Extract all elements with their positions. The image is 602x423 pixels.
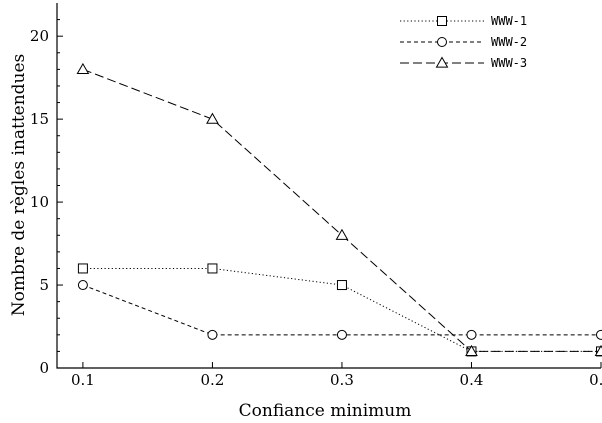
data-point-www-2-3 [466,329,477,340]
data-point-www-2-4 [596,329,602,340]
y-axis-label: Nombre de règles inattendues [9,54,29,317]
legend-marker-www-1 [437,16,447,26]
y-tick-label-2: 10 [30,193,49,211]
legend-label-www-1: WWW-1 [491,14,527,28]
series-www-1 [77,263,602,357]
data-point-www-2-1 [207,329,218,340]
x-tick-label-4: 0.5 [589,371,602,389]
series-line-www-2 [82,284,601,336]
legend-label-www-3: WWW-3 [491,56,527,70]
data-point-www-2-0 [77,280,88,291]
data-point-www-1-0 [77,263,88,274]
x-axis-label: Confiance minimum [239,401,412,421]
y-tick-label-1: 5 [39,276,49,294]
y-tick-label-3: 15 [30,110,49,128]
series-line-www-3 [82,68,601,352]
data-point-www-1-1 [207,263,218,274]
legend-item-www-1: WWW-1 [400,14,527,28]
series-group [76,62,602,357]
x-tick-label-3: 0.4 [460,371,484,389]
data-point-www-3-2 [335,228,349,240]
x-tick-label-0: 0.1 [71,371,95,389]
x-tick-label-2: 0.3 [330,371,354,389]
series-www-3 [76,62,602,357]
legend-item-www-3: WWW-3 [400,56,527,70]
y-tick-label-4: 20 [30,27,49,45]
legend-item-www-2: WWW-2 [400,35,527,49]
data-point-www-3-1 [206,112,219,124]
data-point-www-3-4 [594,344,602,357]
legend-marker-www-2 [437,37,447,47]
data-point-www-2-2 [336,329,347,340]
x-tick-label-1: 0.2 [200,371,224,389]
legend: WWW-1 WWW-2 WWW-3 [400,14,527,70]
legend-label-www-2: WWW-2 [491,35,527,49]
legend-marker-www-3 [435,56,449,68]
data-point-www-1-2 [336,280,347,291]
data-point-www-3-3 [465,344,478,357]
tick-group: 0.1 0.2 0.3 0.4 0.5 0 5 10 15 20 [30,19,602,389]
y-tick-label-0: 0 [39,359,49,377]
data-point-www-3-0 [76,62,90,74]
series-www-2 [77,280,602,340]
